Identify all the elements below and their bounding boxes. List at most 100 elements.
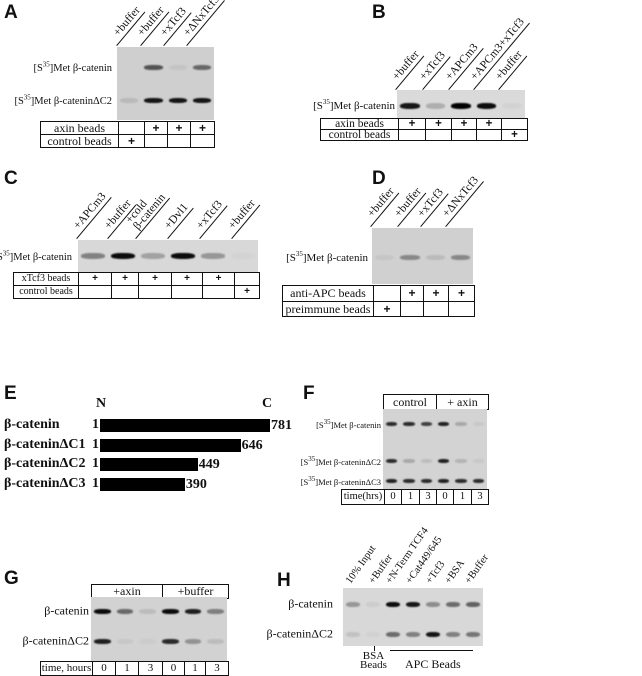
lane-label: +BSA [442,558,468,586]
plus-mark: + [167,122,190,134]
gel-band [386,459,398,463]
label-superscript: 35 [308,475,316,484]
table-row: xTcf3 beads + + + + + [14,273,259,285]
plus-mark [373,286,400,301]
row-label: β-catenin [288,596,333,611]
plus-mark: + [138,273,171,285]
gel-band [144,97,163,103]
gel-blot [343,588,483,646]
time-value: 3 [471,490,488,504]
gel-band [426,601,440,607]
gel-band [120,65,138,70]
condition-table: time(hrs) 0 1 3 0 1 3 [341,489,489,505]
bead-type-label: preimmune beads [285,301,371,316]
label-prefix: [S [286,251,296,264]
gel-band [446,601,460,607]
construct-end: 646 [241,438,263,453]
gel-band [116,608,134,614]
construct-start: 1 [92,437,99,452]
gel-band [144,64,163,70]
gel-band [400,103,420,109]
bead-type-label: control beads [47,135,112,147]
label-prefix: [S [316,419,324,430]
gel-band [420,459,432,463]
gel-band [139,608,156,614]
plus-mark: + [190,122,214,134]
gel-blot [117,47,214,120]
gel-band [438,422,450,426]
plus-mark [167,135,190,147]
plus-mark [398,130,425,140]
gel-band [116,638,134,644]
plus-mark: + [476,119,501,129]
plus-mark: + [111,273,138,285]
gel-band [425,254,445,260]
panel-letter: A [4,2,18,23]
gel-band [466,601,480,607]
gel-band [201,253,225,259]
n-terminus-label: N [96,396,107,411]
plus-mark: + [234,286,259,298]
label-prefix: [S [313,99,323,112]
gel-band [386,479,398,483]
gel-band [425,103,446,109]
construct-name: β-cateninΔC2 [4,456,86,471]
row-label: β-catenin [44,603,89,618]
gel-band [386,422,398,426]
construct-start: 1 [92,456,99,471]
plus-mark: + [202,273,234,285]
label-suffix: ]Met β-catenin [330,419,381,430]
time-value: 0 [436,490,453,504]
gel-band [81,253,105,259]
construct-bar [100,478,185,491]
gel-band [192,64,211,70]
gel-band [184,638,202,644]
bsa-beads-label: BSA Beads [360,650,387,671]
bead-type-label: axin beads [335,119,384,129]
row-label: β-cateninΔC2 [266,626,333,641]
plus-mark: + [501,130,527,140]
table-row: preimmune beads + [283,300,474,316]
plus-mark: + [144,122,167,134]
label-superscript: 35 [308,455,316,464]
panel-letter: C [4,168,18,189]
gel-band [366,632,380,637]
plus-mark: + [448,286,474,301]
condition-table: xTcf3 beads + + + + + control beads + [13,272,260,299]
gel-band [446,631,460,637]
apc-beads-bracket [390,650,473,651]
construct-end: 449 [198,457,220,472]
plus-mark [138,286,171,298]
gel-band [406,631,420,637]
plus-mark [400,301,423,316]
gel-band [420,479,432,483]
gel-band [375,254,395,260]
gel-band [386,601,400,607]
gel-band [141,253,165,259]
plus-mark [501,119,527,129]
row-label: [S35]Met β-catenin [33,60,112,74]
label-suffix: ]Met β-cateninΔC2 [315,456,381,467]
gel-band [192,97,211,103]
gel-band [450,254,470,260]
construct-end: 781 [271,418,292,433]
label-prefix: [S [300,456,309,467]
time-value: 0 [384,490,401,504]
construct-name: β-cateninΔC1 [4,437,86,452]
plus-mark [423,301,448,316]
label-superscript: 35 [322,98,330,107]
label-superscript: 35 [42,60,50,69]
label-suffix: ]Met β-cateninΔC3 [315,476,381,487]
gel-band [426,631,440,637]
plus-mark [202,286,234,298]
group-header: control [393,395,427,409]
panel-letter: E [4,383,17,404]
gel-band [111,253,135,259]
c-terminus-label: C [262,396,273,411]
gel-blot [372,228,473,284]
plus-mark [190,135,214,147]
plus-mark: + [425,119,451,129]
apc-beads-label: APC Beads [405,657,461,671]
gel-band [502,103,522,109]
plus-mark: + [423,286,448,301]
